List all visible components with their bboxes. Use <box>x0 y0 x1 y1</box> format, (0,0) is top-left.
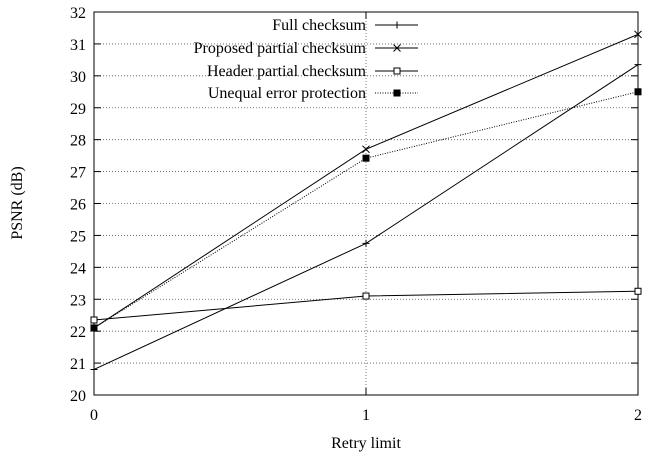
grid-lines <box>94 12 638 395</box>
data-point-full-checksum <box>362 239 370 247</box>
data-point-header-partial-checksum <box>90 316 98 324</box>
y-tick-label: 31 <box>70 37 86 54</box>
series-lines <box>90 30 642 373</box>
y-axis-title: PSNR (dB) <box>9 166 26 239</box>
x-tick-label: 0 <box>90 407 98 424</box>
x-tick-label: 1 <box>362 407 370 424</box>
y-tick-label: 21 <box>70 356 86 373</box>
legend-label-header-partial-checksum: Header partial checksum <box>207 63 367 80</box>
y-tick-label: 29 <box>70 101 86 118</box>
data-point-unequal-error-protection <box>362 154 370 162</box>
data-point-full-checksum <box>634 61 642 69</box>
y-tick-label: 26 <box>70 197 86 214</box>
data-point-unequal-error-protection <box>90 324 98 332</box>
legend-label-full-checksum: Full checksum <box>272 17 366 34</box>
legend: Full checksum Proposed partial checksum He… <box>194 17 418 102</box>
y-tick-label: 20 <box>70 388 86 405</box>
legend-label-unequal-error-protection: Unequal error protection <box>208 85 366 102</box>
data-point-proposed-partial-checksum <box>634 30 642 39</box>
legend-marker-proposed-partial-checksum <box>393 44 401 52</box>
y-tick-label: 25 <box>70 228 86 245</box>
axis-ticks: 20 21 22 23 24 25 26 27 28 29 30 31 32 0 1 2 <box>70 5 642 424</box>
legend-marker-full-checksum <box>393 21 401 29</box>
data-point-full-checksum <box>90 365 98 373</box>
x-tick-label: 2 <box>634 407 642 424</box>
legend-label-proposed-partial-checksum: Proposed partial checksum <box>194 40 367 57</box>
y-tick-label: 30 <box>70 69 86 86</box>
y-tick-label: 28 <box>70 133 86 150</box>
y-tick-label: 32 <box>70 5 86 22</box>
legend-marker-header-partial-checksum <box>393 67 401 75</box>
y-tick-label: 24 <box>70 260 86 277</box>
y-tick-label: 22 <box>70 324 86 341</box>
data-point-header-partial-checksum <box>634 287 642 295</box>
y-tick-label: 27 <box>70 165 86 182</box>
data-point-proposed-partial-checksum <box>362 145 370 154</box>
data-point-unequal-error-protection <box>634 88 642 96</box>
legend-marker-unequal-error-protection <box>393 89 401 97</box>
data-point-header-partial-checksum <box>362 292 370 300</box>
y-tick-label: 23 <box>70 292 86 309</box>
x-axis-title: Retry limit <box>331 435 401 452</box>
series-line-full-checksum <box>93 64 639 370</box>
